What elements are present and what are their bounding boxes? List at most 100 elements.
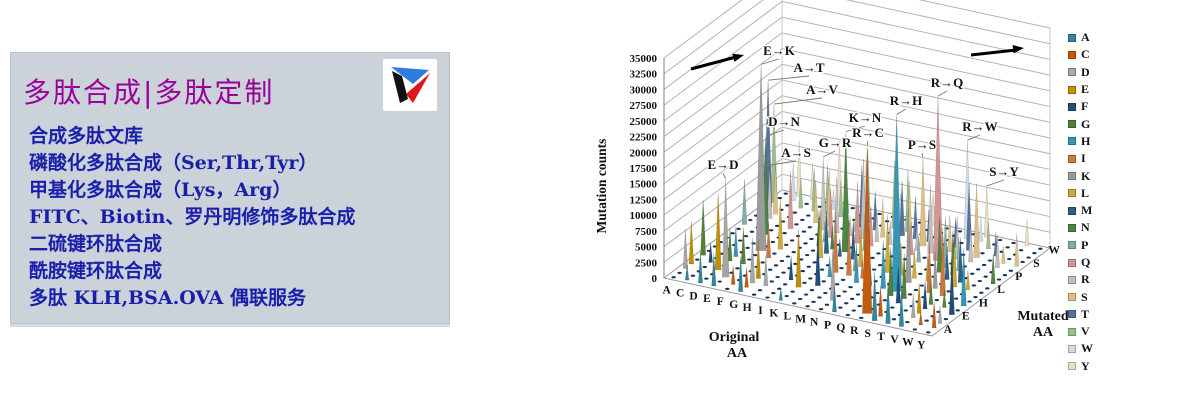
spike xyxy=(916,283,922,314)
x-tick-label: E xyxy=(703,293,711,305)
spike xyxy=(698,252,703,284)
logo-right-chevron xyxy=(406,73,430,103)
floor-dot xyxy=(1032,252,1037,255)
z-tick-label: L xyxy=(997,284,1005,296)
floor-dot xyxy=(850,207,855,210)
spike xyxy=(995,235,1000,269)
service-item[interactable]: 酰胺键环肽合成 xyxy=(29,260,163,282)
floor-dot xyxy=(1026,256,1031,259)
floor-dot xyxy=(971,284,977,287)
floor-dot xyxy=(797,297,803,301)
y-tick-labels: 0 2500 5000 7500 10000 12500 15000 17500 20000 22… xyxy=(630,53,658,285)
floor-dot xyxy=(793,262,798,265)
legend-label: R xyxy=(1081,272,1090,287)
legend-label: T xyxy=(1081,306,1090,321)
spike xyxy=(936,217,943,273)
spike xyxy=(1014,233,1020,267)
grid-line xyxy=(663,0,1051,75)
peak-leader-line xyxy=(986,179,1005,187)
legend-item: K xyxy=(1068,167,1093,184)
floor-dot xyxy=(891,318,897,321)
spike xyxy=(830,225,835,250)
legend-label: I xyxy=(1081,151,1086,166)
floor-dot xyxy=(800,270,806,273)
spike xyxy=(951,241,958,288)
floor-dot xyxy=(809,289,815,292)
service-item[interactable]: 甲基化多肽合成（Lys，Arg） xyxy=(29,179,292,201)
floor-dot xyxy=(725,287,730,290)
floor-dot xyxy=(782,232,787,235)
floor-dot xyxy=(971,233,976,236)
legend-swatch xyxy=(1068,189,1076,198)
spike xyxy=(937,305,943,324)
legend-swatch xyxy=(1068,137,1076,146)
floor-dot xyxy=(840,278,846,281)
floor-dot xyxy=(730,232,735,235)
spike xyxy=(684,265,690,281)
floor-dot xyxy=(922,256,927,259)
floor-dot xyxy=(870,256,875,259)
y-tick-label: 25000 xyxy=(630,116,658,128)
floor-dot xyxy=(677,271,682,274)
spike xyxy=(744,267,749,288)
spike xyxy=(944,246,950,280)
floor-dot xyxy=(789,239,795,242)
service-item[interactable]: 二硫键环肽合成 xyxy=(29,233,163,255)
logo-left-chevron xyxy=(392,71,408,103)
floor-dot xyxy=(943,318,949,321)
legend-swatch xyxy=(1068,68,1076,77)
legend-swatch xyxy=(1068,258,1076,267)
service-item[interactable]: 合成多肽文库 xyxy=(29,125,144,147)
spike xyxy=(733,226,739,257)
floor-dot xyxy=(967,300,972,303)
spike xyxy=(858,223,864,267)
floor-dot xyxy=(823,291,828,295)
floor-dot xyxy=(960,253,966,256)
spike xyxy=(1024,219,1030,247)
peak-leader-line xyxy=(762,160,797,167)
floor-dot xyxy=(817,296,822,299)
peak-label: R→Q xyxy=(931,75,964,90)
spike xyxy=(682,229,689,269)
floor-dot xyxy=(1007,257,1012,261)
z-tick-label: H xyxy=(979,297,988,309)
legend-item: I xyxy=(1068,150,1093,167)
peak-leader-line xyxy=(722,172,727,179)
service-item[interactable]: 多肽 KLH,BSA.OVA 偶联服务 xyxy=(29,287,307,309)
floor-dot xyxy=(851,309,856,312)
service-list: 合成多肽文库磷酸化多肽合成（Ser,Thr,Tyr） 甲基化多肽合成（Lys，Ar… xyxy=(29,123,439,312)
peak-spike xyxy=(841,132,850,253)
service-item[interactable]: FITC、Biotin、罗丹明修饰多肽合成 xyxy=(29,206,356,228)
x-tick-label: N xyxy=(810,316,819,328)
legend-item: M xyxy=(1068,202,1093,219)
spike xyxy=(828,188,834,238)
floor-dot xyxy=(875,291,880,295)
legend-label: V xyxy=(1081,324,1090,339)
legend-label: C xyxy=(1081,47,1090,62)
peak-label: R→C xyxy=(852,125,884,140)
spike xyxy=(853,243,860,283)
spike xyxy=(968,225,974,263)
peak-spike xyxy=(933,97,943,261)
spike xyxy=(910,293,916,318)
floor-dot xyxy=(838,306,843,309)
peak-label: S→Y xyxy=(989,164,1019,179)
y-tick-label: 30000 xyxy=(630,84,658,96)
floor-dot xyxy=(737,239,743,242)
y-tick-label: 12500 xyxy=(630,194,658,206)
legend-item: P xyxy=(1068,237,1093,254)
floor-dot xyxy=(903,309,908,312)
spike xyxy=(854,181,861,244)
legend-swatch xyxy=(1068,50,1076,59)
floor-dot xyxy=(806,265,811,268)
spike xyxy=(763,255,769,287)
spike xyxy=(1001,245,1006,264)
y-tick-label: 7500 xyxy=(635,226,658,238)
floor-dot xyxy=(771,292,776,295)
peak-label: E→D xyxy=(707,157,738,172)
service-item[interactable]: 磷酸化多肽合成（Ser,Thr,Tyr） xyxy=(29,152,318,174)
spike xyxy=(688,221,694,265)
z-axis-title: Mutated xyxy=(1017,309,1069,324)
peak-leader-line xyxy=(768,75,810,81)
arrow-shaft xyxy=(690,55,737,71)
